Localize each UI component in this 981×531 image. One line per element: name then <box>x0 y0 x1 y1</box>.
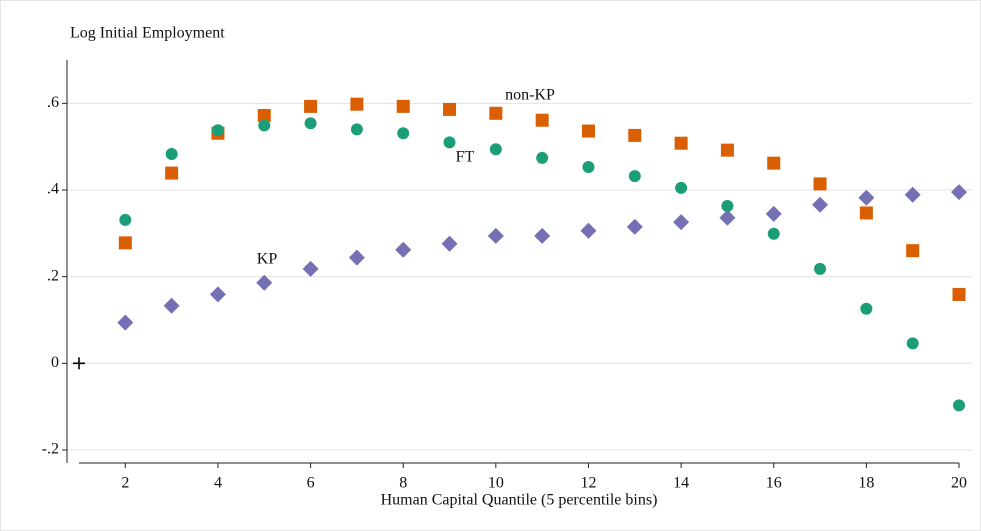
point <box>674 136 688 150</box>
y-tick-label: -.2 <box>42 441 59 458</box>
point <box>813 177 827 191</box>
point <box>535 113 549 127</box>
x-tick-label: 6 <box>307 475 315 492</box>
chart-title: Log Initial Employment <box>70 25 225 42</box>
point <box>489 143 502 156</box>
point <box>628 170 641 183</box>
x-tick-label: 18 <box>858 475 874 492</box>
point <box>580 222 597 239</box>
y-tick-label: .2 <box>47 267 59 284</box>
point <box>350 97 364 111</box>
point <box>209 286 226 303</box>
point <box>397 127 410 140</box>
point <box>256 274 273 291</box>
point <box>163 297 180 314</box>
y-tick-label: .4 <box>47 181 59 198</box>
point <box>119 213 132 226</box>
point <box>165 148 178 161</box>
point <box>906 244 920 258</box>
point <box>257 108 271 122</box>
point <box>534 227 551 244</box>
series-label: FT <box>456 149 475 166</box>
point <box>258 119 271 132</box>
point <box>814 262 827 275</box>
point <box>858 189 875 206</box>
point <box>443 102 457 116</box>
point <box>395 241 412 258</box>
point <box>443 136 456 149</box>
point <box>767 227 780 240</box>
point <box>441 235 458 252</box>
point <box>673 214 690 231</box>
y-tick-label: .6 <box>47 94 59 111</box>
point <box>304 99 318 113</box>
point <box>628 128 642 142</box>
point <box>117 314 134 331</box>
point <box>812 196 829 213</box>
point <box>489 106 503 120</box>
point <box>675 181 688 194</box>
x-axis-label: Human Capital Quantile (5 percentile bin… <box>381 492 658 509</box>
x-tick-label: 16 <box>766 475 782 492</box>
point <box>536 151 549 164</box>
x-tick-label: 4 <box>214 475 222 492</box>
point <box>859 206 873 220</box>
x-tick-label: 20 <box>951 475 967 492</box>
point <box>350 123 363 136</box>
point <box>719 209 736 226</box>
point <box>165 166 179 180</box>
point <box>860 302 873 315</box>
point <box>952 287 966 301</box>
point <box>118 236 132 250</box>
point <box>720 143 734 157</box>
point <box>906 337 919 350</box>
point <box>581 124 595 138</box>
point <box>396 99 410 113</box>
point <box>626 218 643 235</box>
x-tick-label: 2 <box>121 475 129 492</box>
x-tick-label: 10 <box>488 475 504 492</box>
x-tick-label: 8 <box>399 475 407 492</box>
series-label: KP <box>257 251 278 268</box>
point <box>765 205 782 222</box>
point <box>953 399 965 412</box>
point <box>904 186 921 203</box>
x-tick-label: 12 <box>580 475 596 492</box>
series-label: non-KP <box>505 87 555 104</box>
point <box>721 200 734 213</box>
point <box>767 156 781 170</box>
point <box>487 227 504 244</box>
point <box>302 260 319 277</box>
point <box>582 161 595 174</box>
point <box>73 357 85 370</box>
point <box>348 249 365 266</box>
x-tick-label: 14 <box>673 475 689 492</box>
point <box>951 184 967 201</box>
point <box>304 117 317 130</box>
point <box>211 124 224 137</box>
y-tick-label: 0 <box>51 354 59 371</box>
